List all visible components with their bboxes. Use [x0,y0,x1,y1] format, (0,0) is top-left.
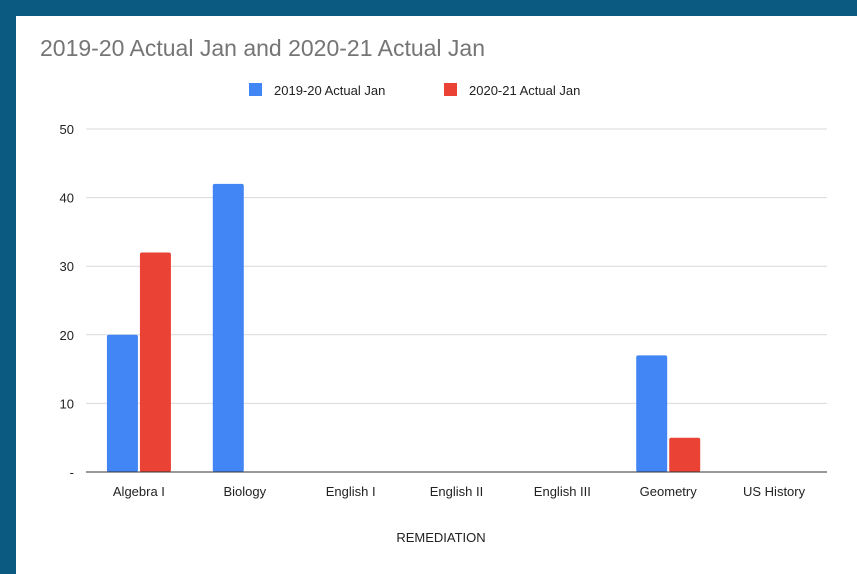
legend-label-2020-21: 2020-21 Actual Jan [469,83,580,98]
bar-algebra-i-series-2 [139,252,171,472]
bar-chart: 2019-20 Actual Jan and 2020-21 Actual Ja… [40,35,827,545]
chart-card: 2019-20 Actual Jan and 2020-21 Actual Ja… [16,16,857,574]
chart-title: 2019-20 Actual Jan and 2020-21 Actual Ja… [40,35,485,61]
bar-geometry-series-1 [636,355,668,472]
y-tick-label: 40 [60,191,74,206]
x-tick-label: English II [430,484,483,499]
y-tick-label: 20 [60,328,74,343]
legend: 2019-20 Actual Jan 2020-21 Actual Jan [249,83,580,98]
bar-biology-series-1 [212,183,244,472]
x-axis-ticks: Algebra I Biology English I English II Engli… [113,484,806,499]
y-tick-label: 10 [60,396,74,411]
x-tick-label: Geometry [640,484,698,499]
x-tick-label: US History [743,484,806,499]
y-tick-label: 50 [60,122,74,137]
x-tick-label: Biology [223,484,266,499]
y-tick-label: 30 [60,259,74,274]
x-tick-label: English I [326,484,376,499]
y-tick-label: - [70,465,74,480]
legend-label-2019-20: 2019-20 Actual Jan [274,83,385,98]
legend-swatch-2020-21 [444,83,457,96]
bar-geometry-series-2 [669,437,701,472]
bar-algebra-i-series-1 [106,334,138,472]
x-tick-label: Algebra I [113,484,165,499]
x-tick-label: English III [534,484,591,499]
bars [106,183,701,472]
x-axis-label: REMEDIATION [396,530,485,545]
gridlines [86,128,827,404]
y-axis-ticks: - 10 20 30 40 50 [60,122,74,480]
legend-swatch-2019-20 [249,83,262,96]
